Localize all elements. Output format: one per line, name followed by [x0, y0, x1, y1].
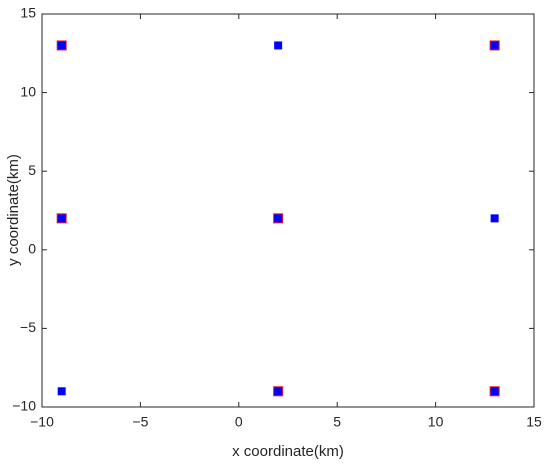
- x-tick-label: 5: [333, 414, 341, 430]
- y-tick-label: −5: [20, 319, 36, 335]
- y-tick-label: 10: [20, 83, 36, 99]
- point: [274, 214, 283, 223]
- point: [274, 387, 283, 396]
- point: [274, 41, 283, 50]
- y-tick-label: 15: [20, 5, 36, 21]
- point: [490, 214, 499, 223]
- point: [490, 41, 499, 50]
- x-axis-label: x coordinate(km): [232, 443, 344, 460]
- point: [57, 387, 66, 396]
- x-tick-label: 0: [235, 414, 243, 430]
- point: [490, 387, 499, 396]
- x-tick-label: −5: [132, 414, 148, 430]
- point: [57, 41, 66, 50]
- x-tick-label: 15: [526, 414, 542, 430]
- y-tick-label: 0: [28, 241, 36, 257]
- y-tick-label: −10: [12, 398, 36, 414]
- point: [57, 214, 66, 223]
- y-axis-label: y coordinate(km): [5, 154, 22, 266]
- x-tick-label: 10: [428, 414, 444, 430]
- x-tick-label: −10: [30, 414, 54, 430]
- y-tick-label: 5: [28, 162, 36, 178]
- plot-frame: [41, 13, 535, 408]
